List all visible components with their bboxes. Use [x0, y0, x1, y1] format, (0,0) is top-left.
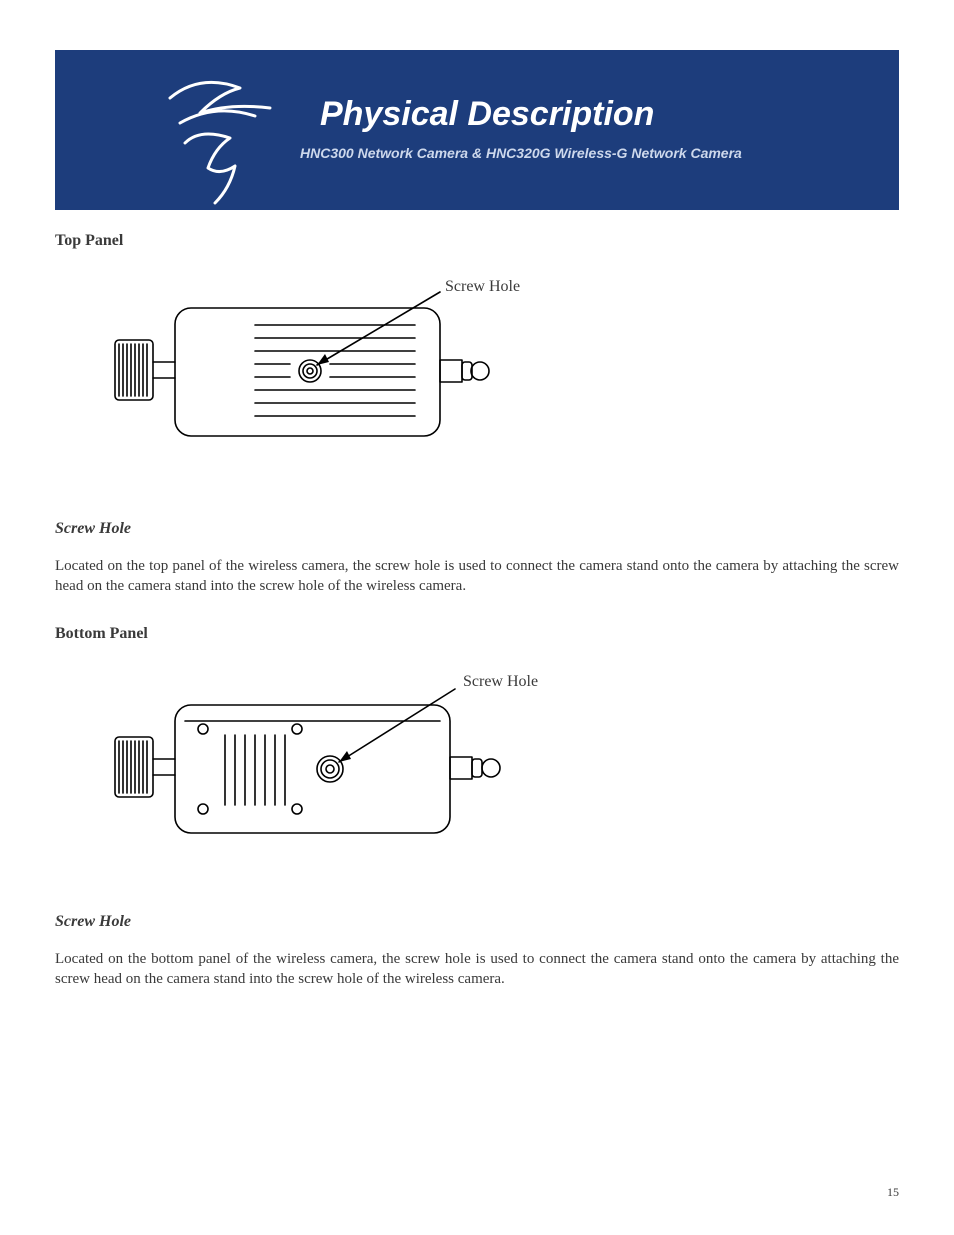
banner-title: Physical Description: [320, 95, 654, 134]
subheading-top-screwhole: Screw Hole: [55, 520, 899, 538]
subheading-bottom-screwhole: Screw Hole: [55, 913, 899, 931]
callout-label-bottom: Screw Hole: [463, 673, 538, 691]
eagle-logo-icon: [160, 68, 310, 210]
camera-top-diagram: [95, 280, 575, 470]
heading-bottom-panel: Bottom Panel: [55, 625, 899, 643]
body-top-panel: Located on the top panel of the wireless…: [55, 556, 899, 597]
page-number: 15: [887, 1185, 899, 1200]
callout-label-top: Screw Hole: [445, 278, 520, 296]
title-banner: Physical Description HNC300 Network Came…: [55, 50, 899, 210]
body-bottom-panel: Located on the bottom panel of the wirel…: [55, 949, 899, 990]
heading-top-panel: Top Panel: [55, 232, 899, 250]
figure-bottom-panel: Screw Hole: [95, 673, 899, 863]
figure-top-panel: Screw Hole: [95, 280, 899, 470]
banner-subtitle: HNC300 Network Camera & HNC320G Wireless…: [300, 145, 742, 161]
camera-bottom-diagram: [95, 673, 595, 863]
